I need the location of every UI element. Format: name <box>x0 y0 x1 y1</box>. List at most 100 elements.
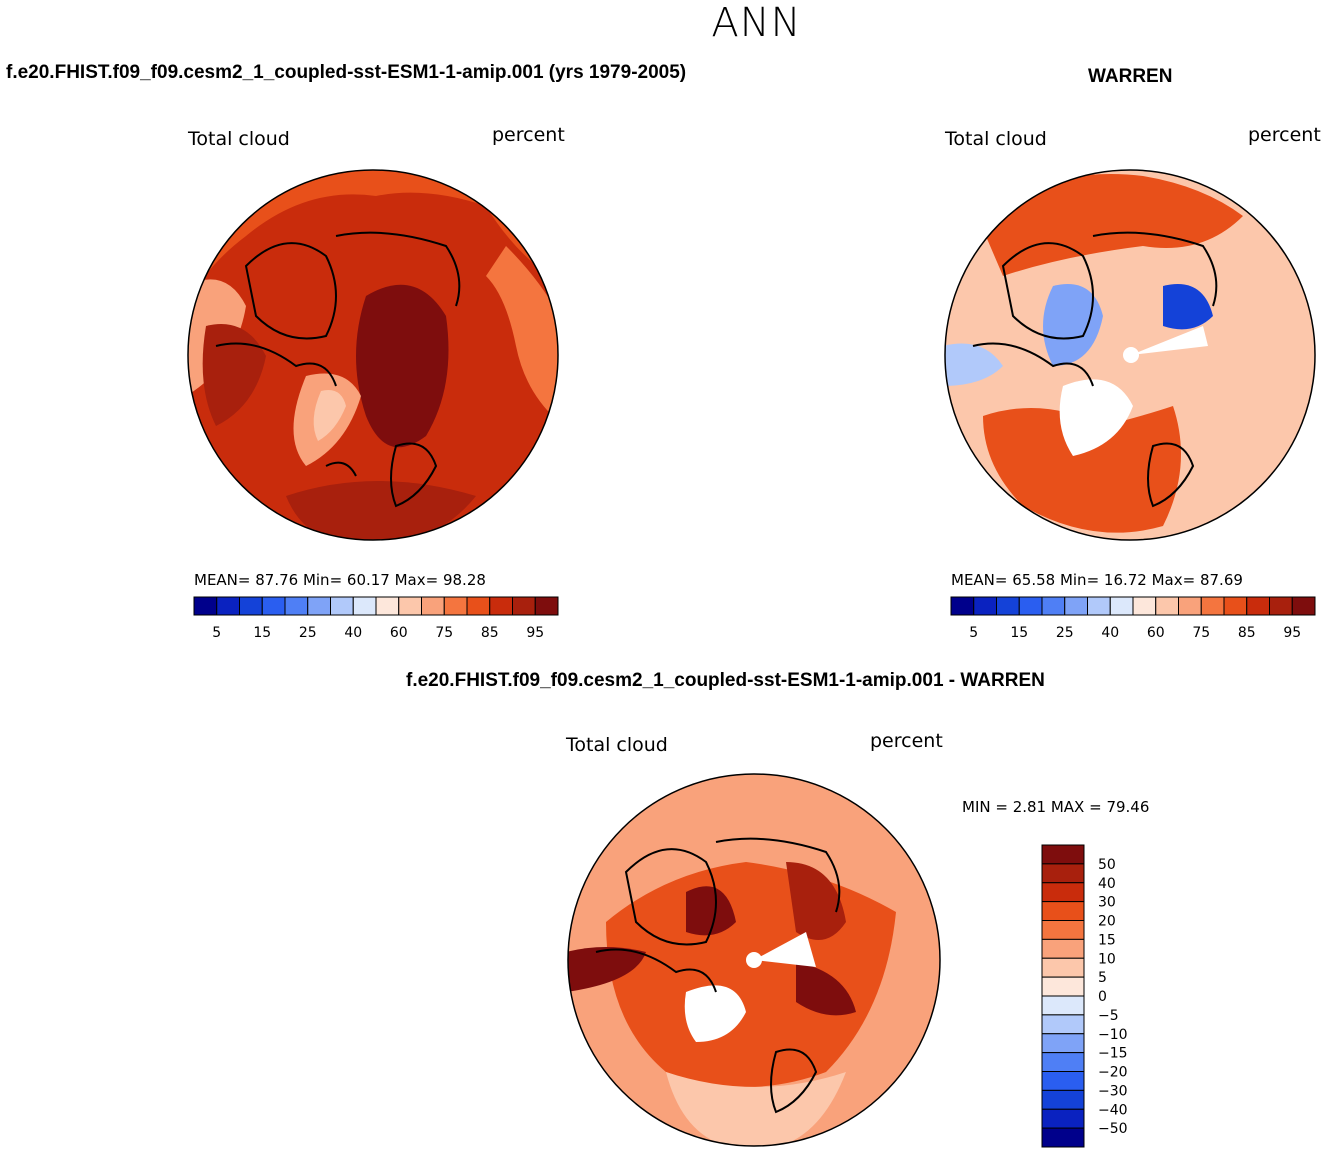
colorbar-swatch <box>1041 901 1085 921</box>
colorbar-swatch <box>1041 938 1085 959</box>
colorbar-swatch <box>1041 863 1085 884</box>
colorbar-swatch <box>1178 596 1202 616</box>
diff-coastline-1 <box>624 848 717 946</box>
colorbar-tick-label: 15 <box>1010 625 1028 641</box>
obs-coastline-2 <box>1092 231 1218 307</box>
obs-case-title: WARREN <box>1088 66 1173 87</box>
model-variable-label: Total cloud <box>188 128 290 150</box>
diff-units-label: percent <box>870 730 943 752</box>
colorbar-swatch <box>1200 596 1225 616</box>
colorbar-swatch <box>307 596 331 616</box>
colorbar-tick-label: 5 <box>1098 970 1107 986</box>
model-colorbar-ticks: 5 15 25 40 60 75 85 95 <box>212 625 544 641</box>
colorbar-swatch <box>216 596 240 616</box>
colorbar-tick-label: −10 <box>1098 1027 1128 1043</box>
model-colorbar-swatches <box>193 596 559 616</box>
colorbar-swatch <box>1246 596 1270 616</box>
colorbar-swatch <box>330 596 354 616</box>
colorbar-swatch <box>973 596 997 616</box>
colorbar-swatch <box>1109 596 1134 616</box>
model-units-label: percent <box>492 124 565 146</box>
diff-region-canada <box>568 947 646 992</box>
diff-pole-mask <box>746 952 762 968</box>
colorbar-tick-label: 95 <box>526 625 544 641</box>
model-stats: MEAN= 87.76 Min= 60.17 Max= 98.28 <box>194 571 486 589</box>
obs-region-atlantic <box>983 406 1181 533</box>
obs-pole-mask <box>1123 347 1139 363</box>
diff-polar-map <box>567 773 941 1147</box>
colorbar-swatch <box>1223 596 1248 616</box>
colorbar-swatch <box>996 596 1020 616</box>
colorbar-swatch <box>1041 1071 1085 1091</box>
colorbar-tick-label: 25 <box>299 625 317 641</box>
colorbar-tick-label: 75 <box>1192 625 1210 641</box>
colorbar-swatch <box>489 596 513 616</box>
colorbar-tick-label: −30 <box>1098 1083 1128 1099</box>
colorbar-tick-label: 40 <box>1098 876 1116 892</box>
colorbar-tick-label: 75 <box>435 625 453 641</box>
model-coastline-2 <box>335 231 461 307</box>
colorbar-swatch <box>193 596 218 616</box>
colorbar-tick-label: −20 <box>1098 1065 1128 1081</box>
colorbar-swatch <box>466 596 491 616</box>
colorbar-tick-label: 60 <box>390 625 408 641</box>
obs-coastline-1 <box>1001 242 1094 340</box>
colorbar-swatch <box>421 596 445 616</box>
obs-region-canada <box>945 343 1003 386</box>
obs-units-label: percent <box>1248 124 1321 146</box>
colorbar-tick-label: −15 <box>1098 1046 1128 1062</box>
colorbar-swatch <box>1018 596 1043 616</box>
obs-region-siberia <box>1163 284 1213 330</box>
obs-map-border <box>944 169 1316 541</box>
colorbar-tick-label: 0 <box>1098 989 1107 1005</box>
model-coastline-1 <box>244 242 337 340</box>
diff-coastline-2 <box>715 837 841 913</box>
model-coastline-4 <box>390 442 438 508</box>
obs-coastline-4 <box>1147 442 1195 508</box>
colorbar-swatch <box>1132 596 1157 616</box>
colorbar-swatch <box>512 596 536 616</box>
colorbar-swatch <box>1041 976 1085 997</box>
diff-colorbar-swatches <box>1041 844 1085 1148</box>
colorbar-swatch <box>1087 596 1111 616</box>
colorbar-swatch <box>1041 882 1085 903</box>
colorbar-tick-label: 5 <box>212 625 221 641</box>
colorbar-swatch <box>1041 844 1085 865</box>
model-region-south <box>286 481 476 540</box>
colorbar-swatch <box>239 596 263 616</box>
diff-coastline-3 <box>595 948 717 993</box>
diff-stats: MIN = 2.81 MAX = 79.46 <box>962 798 1150 816</box>
colorbar-swatch <box>1041 596 1066 616</box>
model-colorbar: 5 15 25 40 60 75 85 95 <box>193 596 559 641</box>
colorbar-tick-label: 60 <box>1147 625 1165 641</box>
colorbar-swatch <box>1041 1127 1085 1148</box>
colorbar-swatch <box>1041 957 1085 978</box>
obs-missing-wedge <box>1131 326 1208 355</box>
colorbar-swatch <box>1041 995 1085 1016</box>
model-region-edge <box>188 170 558 306</box>
colorbar-tick-label: 20 <box>1098 914 1116 930</box>
colorbar-swatch <box>352 596 377 616</box>
colorbar-tick-label: 5 <box>969 625 978 641</box>
colorbar-tick-label: 85 <box>481 625 499 641</box>
model-region-east <box>486 246 558 426</box>
colorbar-swatch <box>1291 596 1316 616</box>
model-region-canada <box>202 324 266 426</box>
obs-colorbar-swatches <box>950 596 1316 616</box>
colorbar-swatch <box>950 596 975 616</box>
model-region-core <box>356 284 449 448</box>
colorbar-swatch <box>261 596 286 616</box>
obs-region-archipelago <box>1043 284 1103 366</box>
diff-variable-label: Total cloud <box>566 734 668 756</box>
obs-variable-label: Total cloud <box>945 128 1047 150</box>
diff-region-greenland <box>684 985 746 1042</box>
colorbar-tick-label: 40 <box>344 625 362 641</box>
colorbar-tick-label: 25 <box>1056 625 1074 641</box>
diff-case-title: f.e20.FHIST.f09_f09.cesm2_1_coupled-sst-… <box>406 670 1045 691</box>
obs-stats: MEAN= 65.58 Min= 16.72 Max= 87.69 <box>951 571 1243 589</box>
diff-region-archipelago <box>686 886 736 936</box>
colorbar-swatch <box>1041 1014 1085 1035</box>
diff-region-siberia <box>786 862 846 940</box>
